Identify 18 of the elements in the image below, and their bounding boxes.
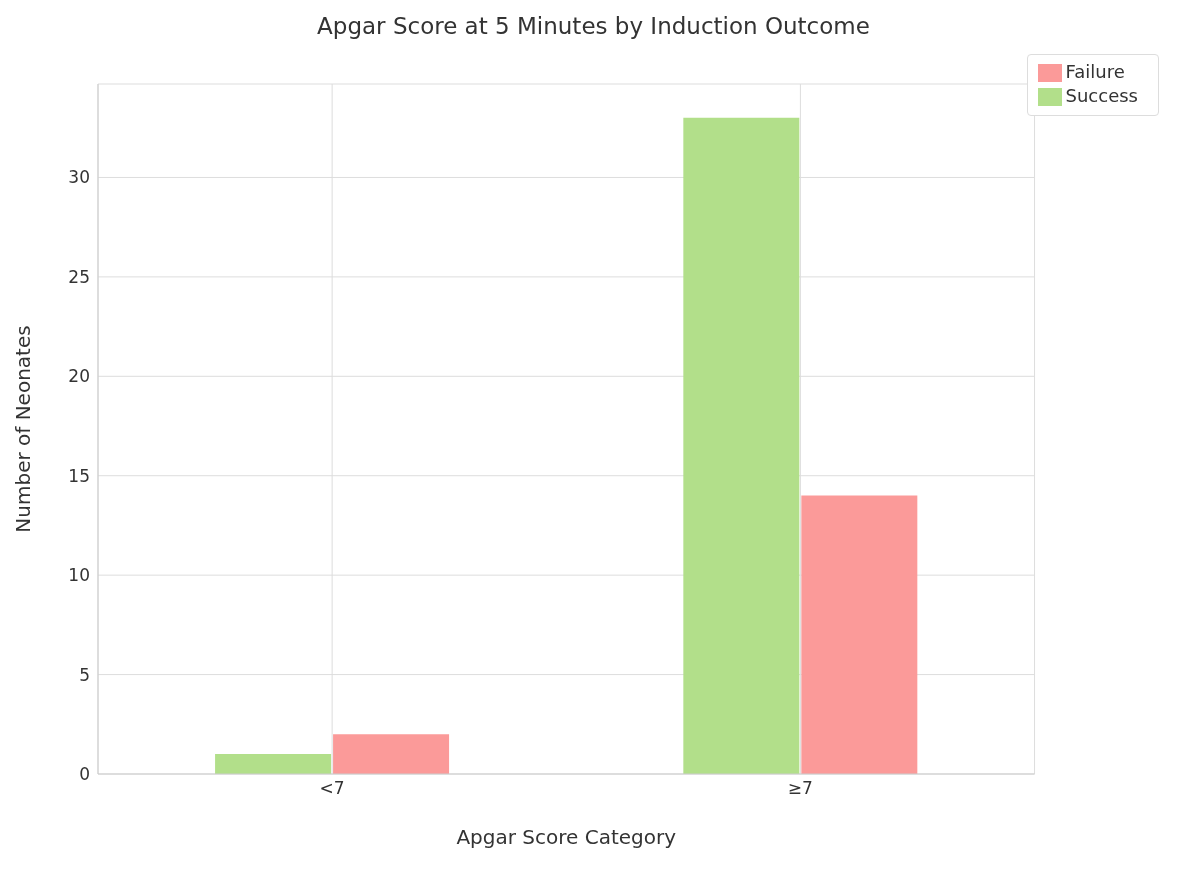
bar: [215, 754, 332, 774]
y-tick-label: 30: [68, 167, 90, 188]
bar: [333, 734, 450, 774]
x-tick-label: <7: [319, 778, 345, 799]
bar: [801, 495, 918, 774]
x-axis-title: Apgar Score Category: [456, 825, 677, 849]
y-tick-label: 5: [79, 664, 90, 685]
y-axis-title: Number of Neonates: [11, 325, 36, 533]
y-tick-label: 25: [68, 266, 90, 287]
y-tick-label: 0: [79, 764, 90, 785]
bar: [683, 117, 800, 774]
chart-title: Apgar Score at 5 Minutes by Induction Outcome: [316, 12, 871, 41]
y-tick-label: 10: [68, 565, 90, 586]
legend-label: Success: [1065, 85, 1138, 106]
x-tick-label: ≥7: [787, 778, 813, 799]
legend-label: Failure: [1065, 61, 1125, 82]
y-tick-label: 15: [68, 465, 90, 486]
y-tick-label: 20: [68, 366, 90, 387]
